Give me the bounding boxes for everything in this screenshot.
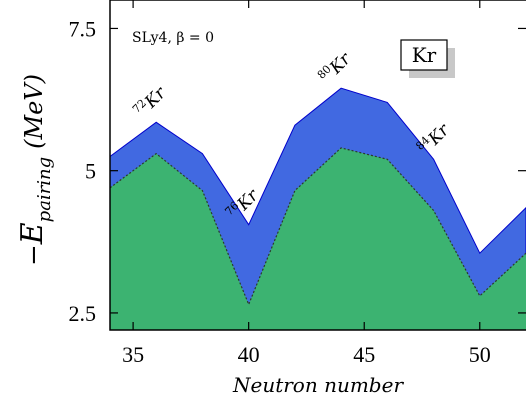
x-tick-label: 45 <box>353 342 375 367</box>
y-axis-ticks: 2.5 5 7.5 <box>69 16 526 326</box>
y-tick-label: 7.5 <box>69 16 97 41</box>
x-axis-title: Neutron number <box>232 373 404 397</box>
series-2-dotted-line <box>110 147 526 306</box>
plot-frame <box>109 0 526 331</box>
x-tick-label: 35 <box>122 342 144 367</box>
inner-title: SLy4, β = 0 <box>132 30 214 46</box>
element-tag-text: Kr <box>412 43 437 67</box>
y-axis-title-sub: pairing <box>34 157 55 223</box>
y-axis-title-unit: (MeV) <box>20 74 48 149</box>
y-axis-title-minus: − <box>19 244 49 266</box>
y-tick-label: 5 <box>85 159 96 184</box>
series-2-area <box>110 147 526 330</box>
x-tick-label: 50 <box>469 342 491 367</box>
x-axis-ticks: 35 40 45 50 <box>122 0 491 367</box>
y-axis-title-E: E <box>15 222 50 245</box>
element-tag: Kr <box>400 39 455 78</box>
y-axis-title: −Epairing (MeV) <box>15 74 55 266</box>
x-tick-label: 40 <box>238 342 260 367</box>
y-tick-label: 2.5 <box>69 301 97 326</box>
isotope-label: 80Kr <box>315 47 356 88</box>
isotope-label: 72Kr <box>130 81 171 122</box>
